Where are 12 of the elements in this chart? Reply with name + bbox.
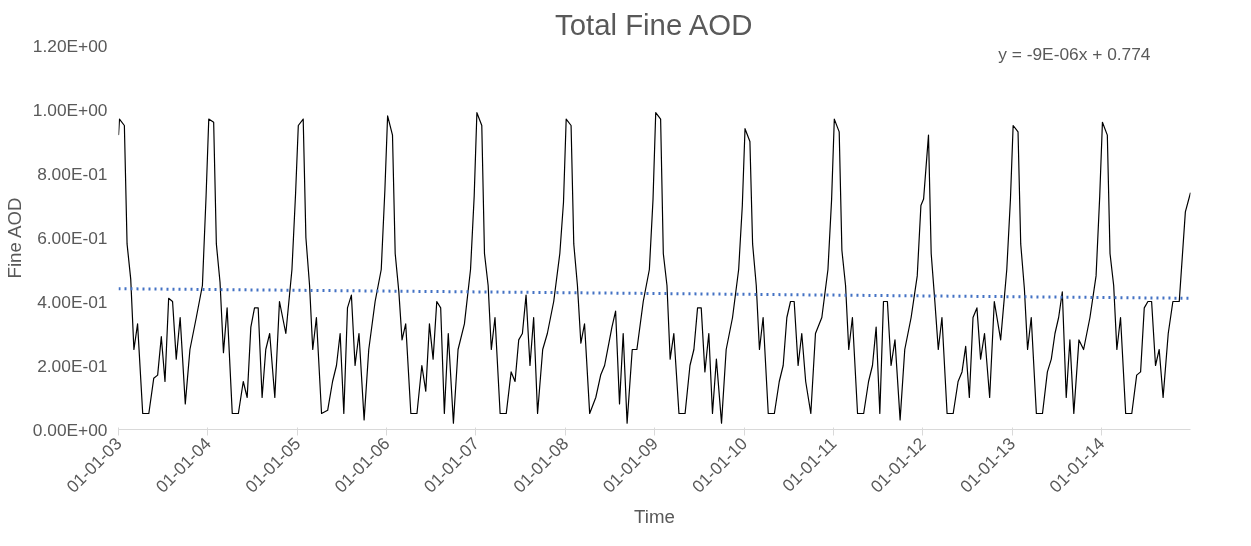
annotation: y = -9E-06x + 0.774 (998, 43, 1151, 64)
chart-title: Total Fine AOD (555, 7, 753, 41)
y-tick-label: 1.20E+00 (32, 35, 108, 56)
y-tick-label: 2.00E-01 (37, 355, 108, 376)
y-tick-label: 1.00E+00 (32, 99, 108, 120)
x-axis-title: Time (634, 506, 675, 528)
y-axis-title: Fine AOD (3, 197, 25, 279)
y-tick-label: 8.00E-01 (37, 163, 108, 184)
y-tick-label: 4.00E-01 (37, 291, 108, 312)
y-tick-label: 0.00E+00 (32, 419, 108, 440)
y-tick-label: 6.00E-01 (37, 227, 108, 248)
line-series (118, 112, 1191, 424)
